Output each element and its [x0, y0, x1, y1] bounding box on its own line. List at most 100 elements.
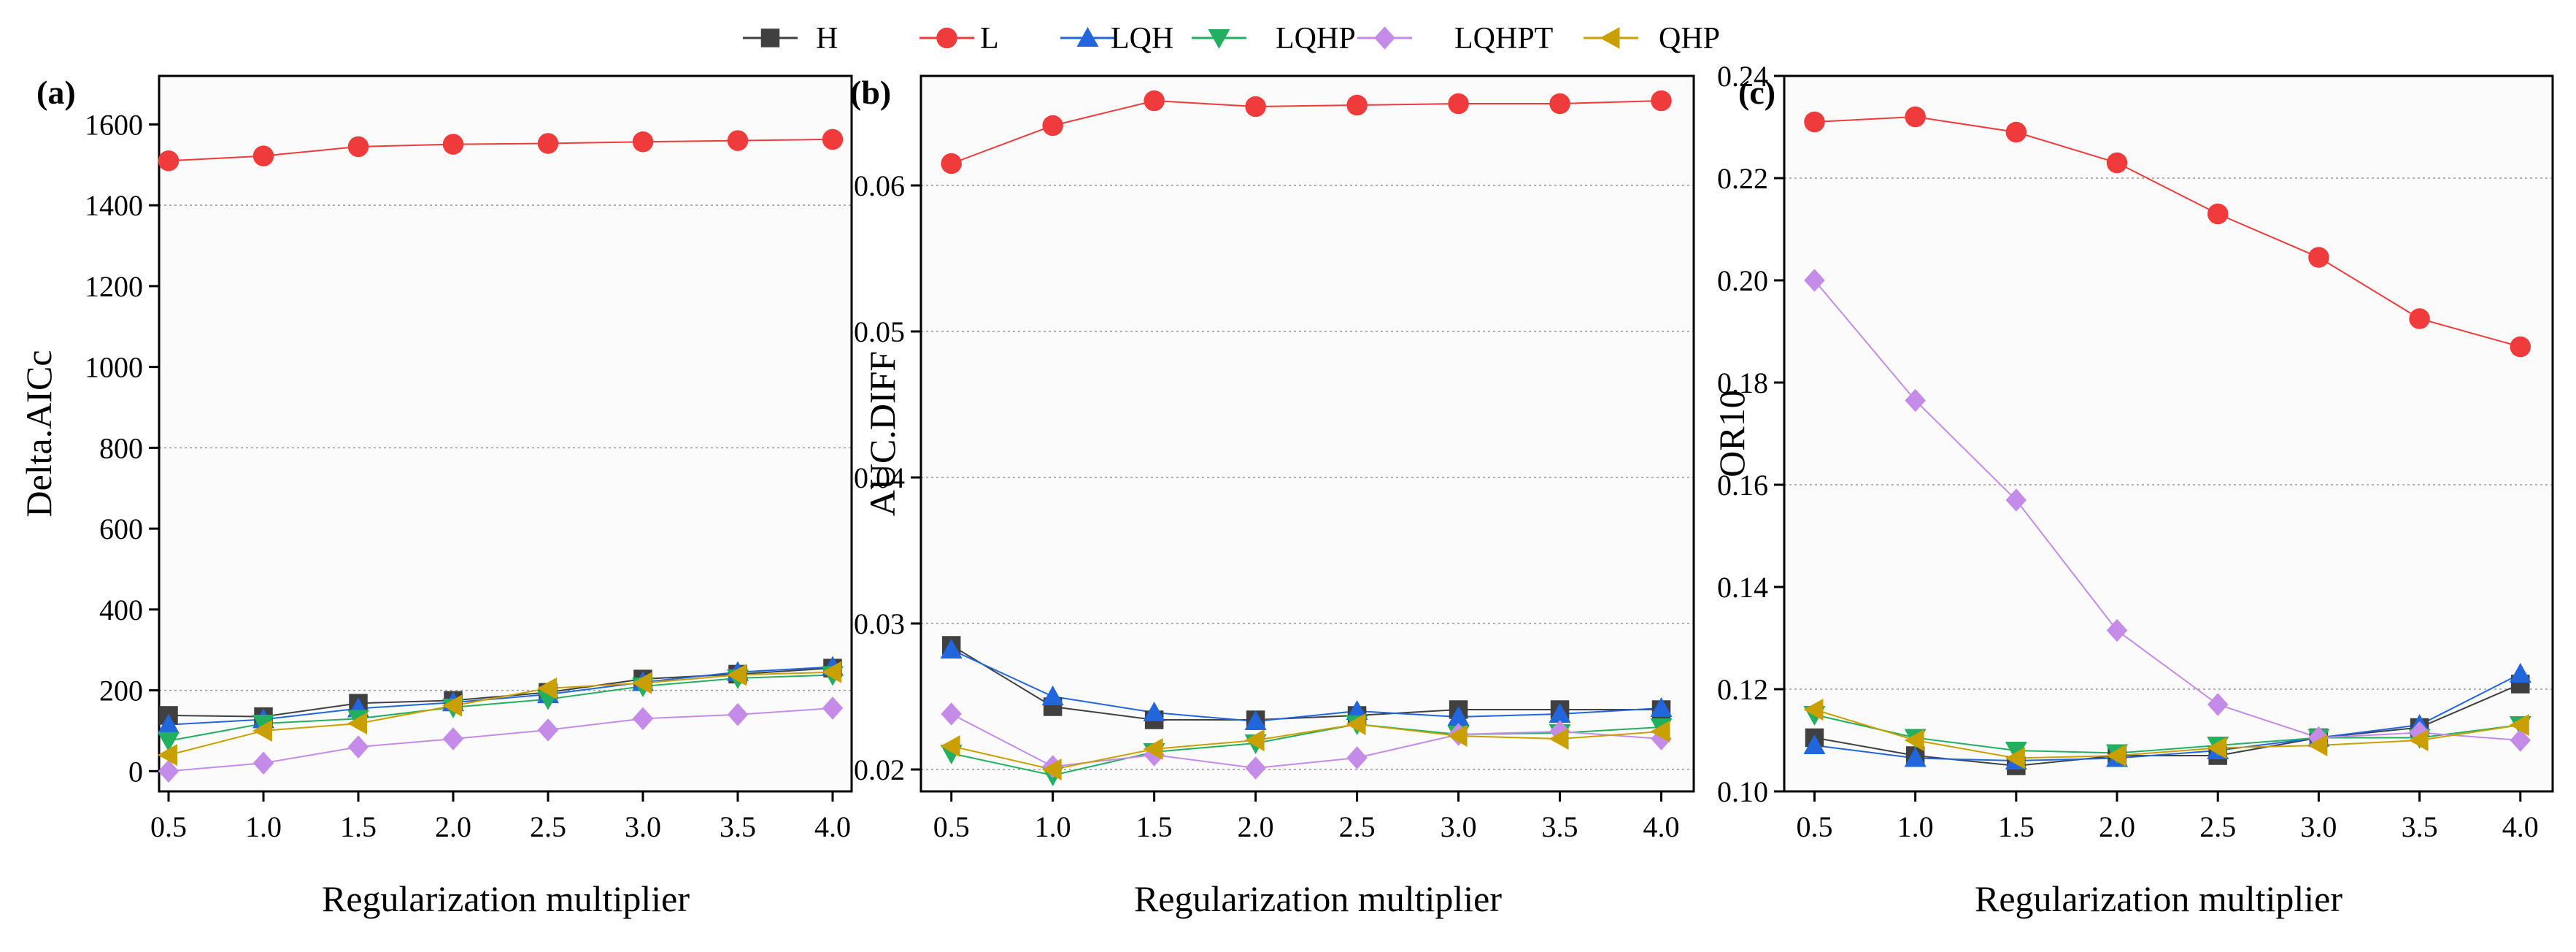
data-point-qhp	[1904, 729, 1924, 751]
series-line-l	[1814, 115, 2521, 348]
x-tick-label: 1.0	[1897, 810, 1934, 843]
y-tick-label: 0.24	[1717, 60, 1768, 93]
data-point-lqhpt	[2510, 729, 2531, 752]
legend: H L LQH LQHP LQHPT QHP	[743, 22, 1720, 55]
axes-frame	[158, 74, 853, 793]
data-point-lqhpt	[727, 703, 749, 726]
data-point-lqh	[1346, 700, 1368, 720]
series-line-lqh	[951, 649, 1662, 723]
x-tick-label: 2.0	[2099, 810, 2135, 843]
data-point-lqh	[2509, 663, 2531, 683]
plot-area	[921, 76, 1694, 791]
y-tick-label: 0.14	[1717, 571, 1768, 604]
data-point-qhp	[2408, 729, 2429, 751]
data-point-lqh	[1447, 706, 1470, 726]
x-tick-label: 3.5	[1542, 810, 1578, 843]
y-tick-label: 800	[99, 431, 143, 464]
legend-label-lqh: LQH	[1111, 22, 1173, 55]
y-axis-title: AUC.DIFF	[862, 351, 903, 516]
x-tick-label: 0.5	[150, 810, 187, 843]
legend-item-lqh: LQH	[1060, 22, 1173, 55]
data-point-l	[158, 150, 180, 172]
y-tick-label: 0.03	[854, 607, 905, 640]
x-tick-label: 1.5	[1998, 810, 2035, 843]
x-tick-label: 2.0	[435, 810, 471, 843]
data-point-lqhpt	[2207, 693, 2229, 716]
data-point-qhp	[1244, 729, 1265, 751]
legend-label-lqhp: LQHP	[1276, 22, 1356, 55]
plot-area	[1784, 76, 2553, 791]
data-point-l	[1144, 90, 1165, 112]
data-point-lqh	[1803, 734, 1826, 754]
legend-marker-h	[760, 28, 780, 47]
data-point-l	[822, 128, 844, 150]
data-point-l	[941, 153, 962, 174]
y-tick-label: 0.18	[1717, 366, 1768, 399]
axes-frame	[919, 74, 1695, 793]
data-point-qhp	[1447, 725, 1468, 747]
legend-item-h: H	[743, 22, 838, 55]
series-line-qhp	[951, 723, 1662, 771]
series-line-qhp	[168, 671, 833, 756]
series-line-lqhp	[1814, 714, 2521, 754]
legend-label-qhp: QHP	[1659, 22, 1720, 55]
x-tick-label: 2.5	[530, 810, 566, 843]
y-tick-label: 0.10	[1717, 775, 1768, 808]
legend-item-lqhpt: LQHPT	[1357, 22, 1553, 55]
panel-label: (a)	[36, 74, 76, 111]
x-tick-label: 3.5	[720, 810, 756, 843]
data-point-l	[2005, 121, 2027, 143]
x-axis-title: Regularization multiplier	[1134, 878, 1502, 919]
data-point-qhp	[1346, 713, 1366, 735]
x-axis-title: Regularization multiplier	[322, 878, 690, 919]
data-point-lqhpt	[1245, 756, 1266, 780]
legend-marker-qhp	[1600, 27, 1620, 49]
data-point-qhp	[158, 744, 177, 767]
data-point-lqhpt	[822, 696, 844, 720]
data-point-l	[1245, 96, 1266, 118]
data-point-qhp	[2307, 734, 2328, 756]
data-point-lqhp	[158, 732, 180, 752]
series-line-l	[168, 138, 833, 162]
legend-label-h: H	[816, 22, 838, 55]
y-tick-label: 1400	[85, 189, 143, 222]
data-point-l	[1346, 94, 1368, 116]
data-point-l	[442, 134, 464, 155]
y-tick-label: 0.20	[1717, 264, 1768, 297]
series-line-lqhp	[951, 723, 1662, 777]
data-point-l	[1549, 93, 1570, 115]
plot-area	[159, 76, 852, 791]
data-point-l	[252, 145, 274, 166]
data-point-qhp	[2005, 747, 2025, 769]
data-point-l	[727, 130, 749, 151]
data-point-qhp	[347, 712, 367, 734]
data-point-qhp	[2509, 714, 2529, 736]
y-axis-title: Delta.AICc	[18, 350, 59, 517]
data-point-qhp	[1143, 738, 1163, 760]
legend-marker-lqh	[1076, 27, 1099, 47]
data-point-lqh	[158, 713, 180, 734]
x-tick-label: 3.0	[2300, 810, 2337, 843]
y-tick-label: 0.04	[854, 461, 905, 494]
data-point-lqhpt	[1905, 388, 1926, 412]
panel-a: 0 200 400 600 800 1000 1200 1400 1600 0.5 1.0 1.5 2.…	[18, 74, 853, 919]
data-point-lqh	[940, 639, 963, 659]
data-point-qhp	[1041, 759, 1062, 780]
x-tick-label: 1.5	[1136, 810, 1173, 843]
y-tick-label: 1600	[85, 108, 143, 141]
legend-marker-lqhp	[1208, 29, 1230, 49]
data-point-l	[632, 131, 654, 153]
legend-item-l: L	[919, 22, 999, 55]
y-tick-label: 0.02	[854, 753, 905, 786]
x-tick-label: 3.5	[2402, 810, 2438, 843]
data-point-qhp	[632, 672, 652, 694]
legend-label-l: L	[980, 22, 999, 55]
data-point-l	[537, 133, 559, 154]
y-tick-label: 0.05	[854, 315, 905, 348]
data-point-lqhpt	[442, 727, 464, 751]
x-tick-label: 0.5	[1796, 810, 1832, 843]
axes-frame	[1783, 74, 2554, 793]
data-point-lqhpt	[158, 759, 180, 783]
series-line-lqh	[1814, 673, 2521, 762]
